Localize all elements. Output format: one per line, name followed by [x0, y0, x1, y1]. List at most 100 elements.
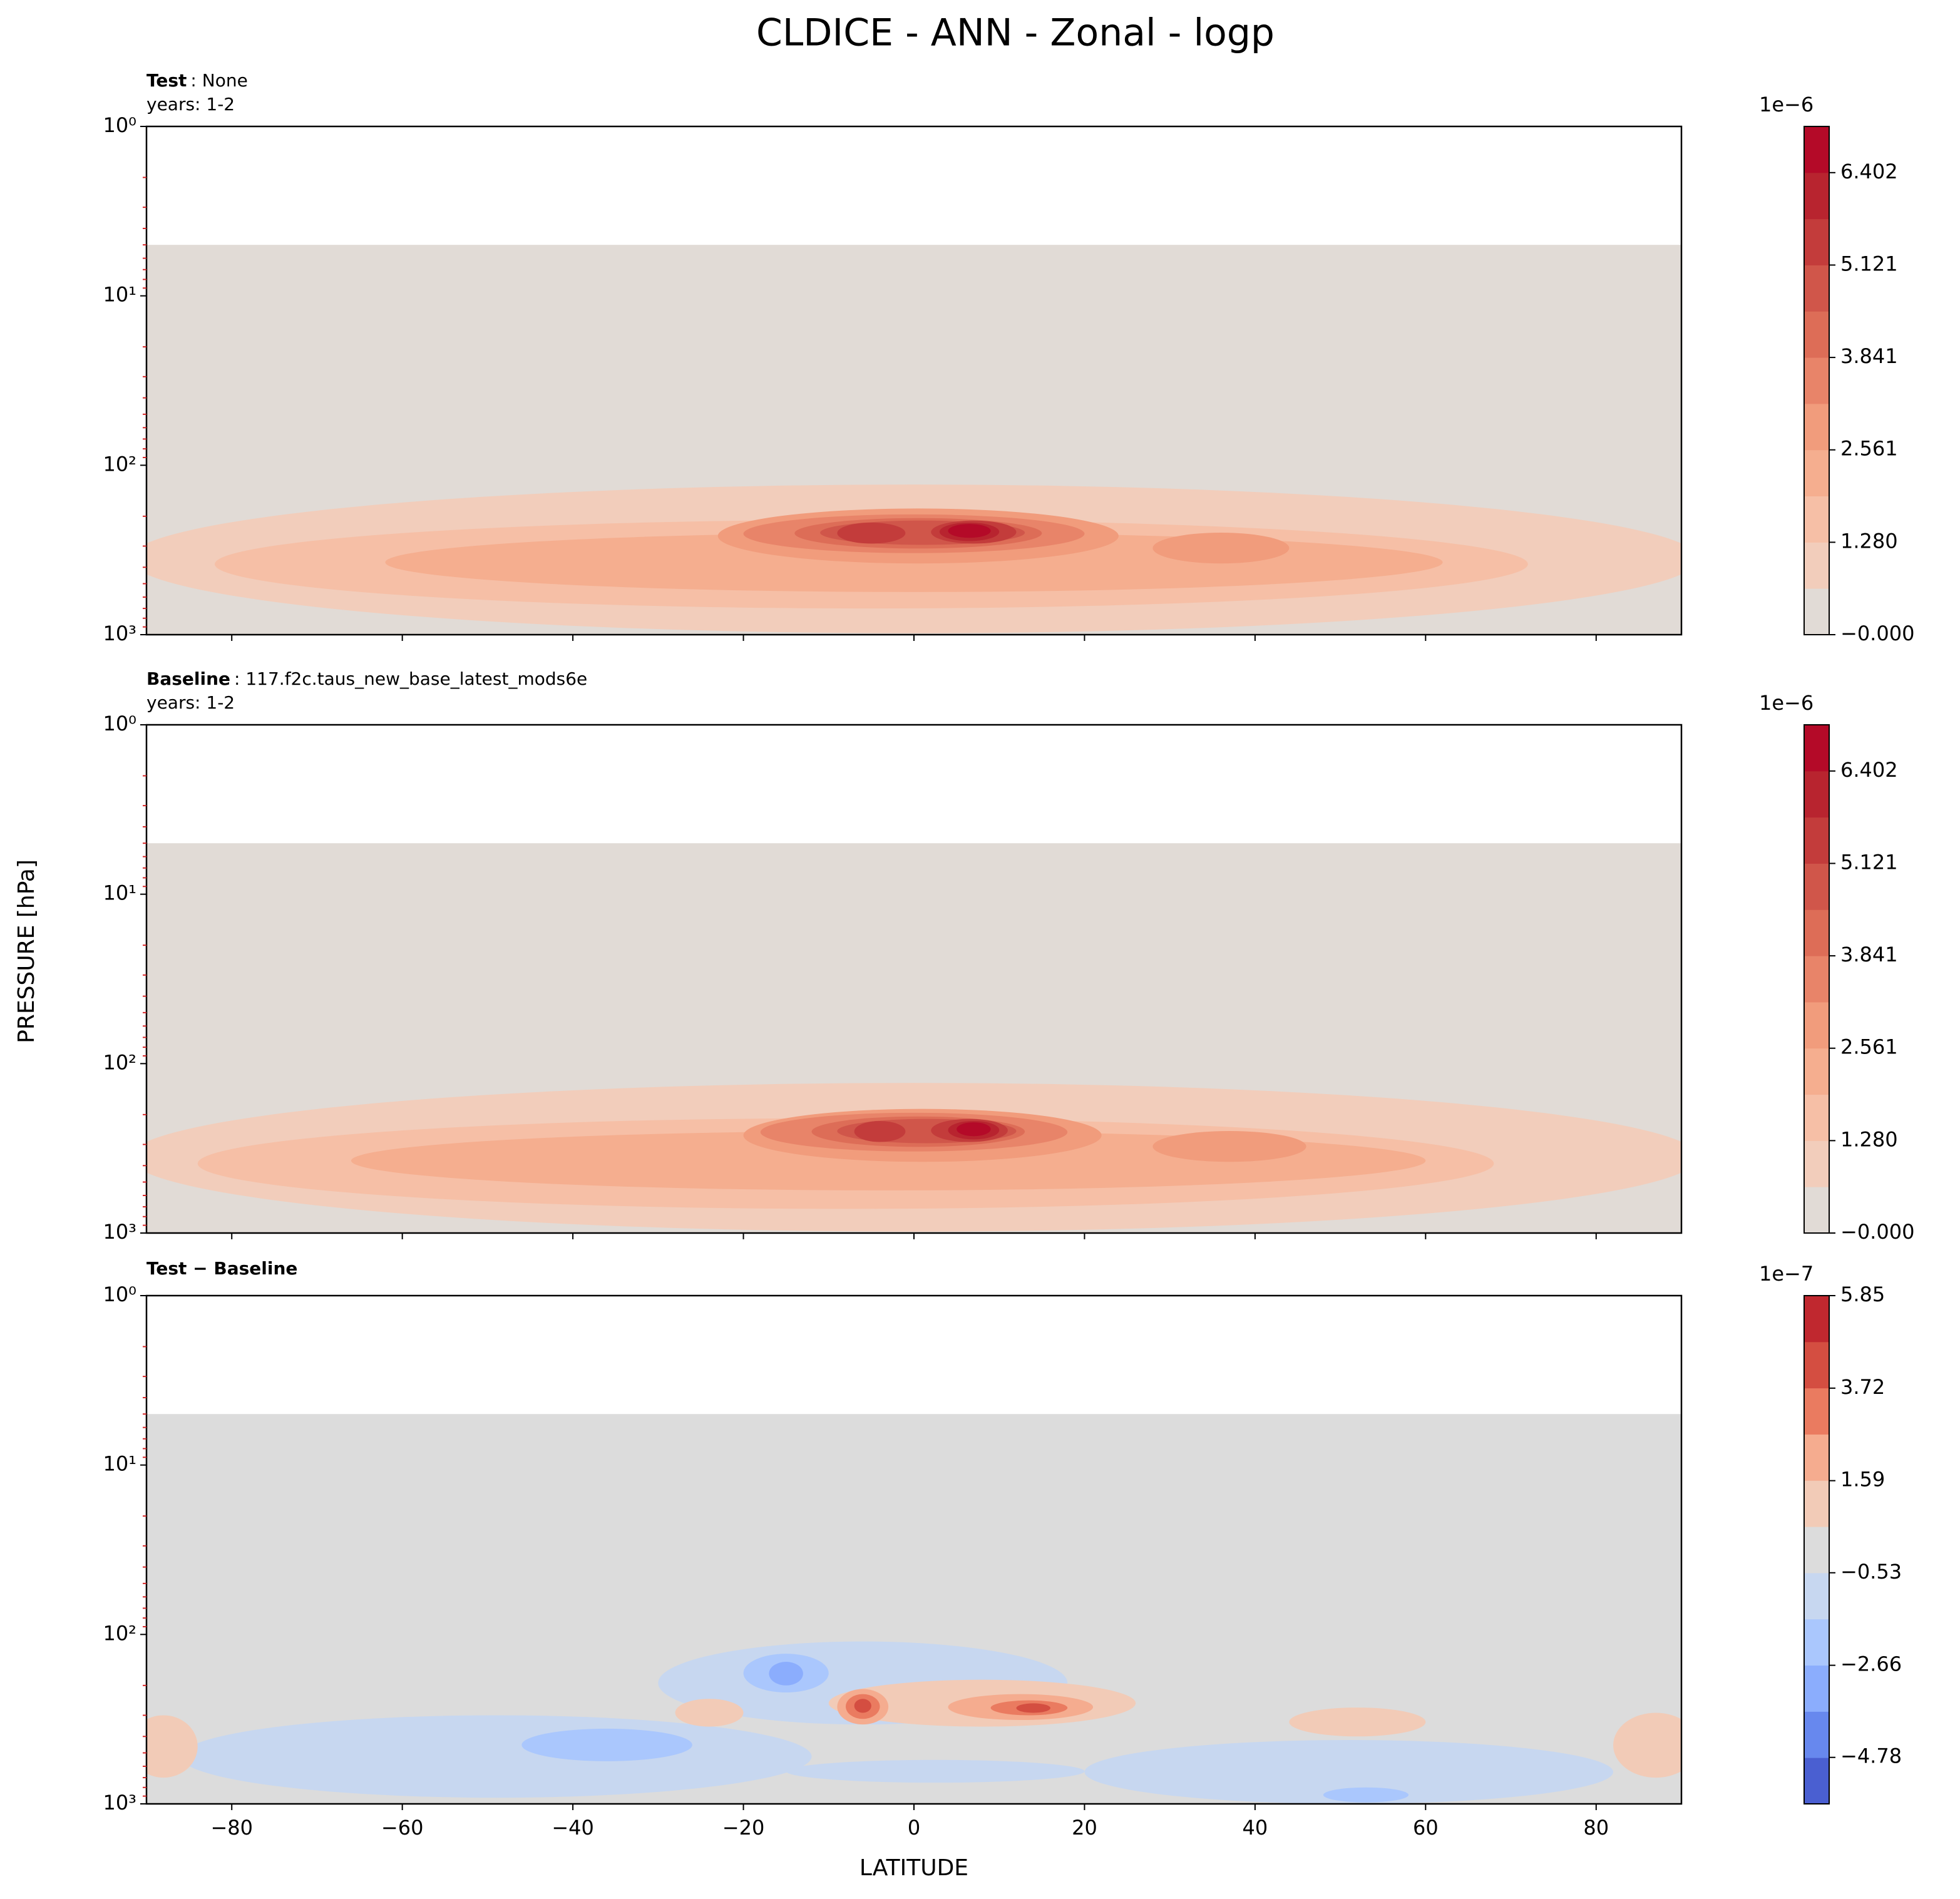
colorbar-band — [1804, 588, 1829, 635]
colorbar-band — [1804, 172, 1829, 220]
x-tick-label: −20 — [722, 1816, 765, 1840]
colorbar-band — [1804, 1758, 1829, 1804]
colorbar-tick-label: −0.000 — [1840, 622, 1914, 645]
x-tick-label: 20 — [1072, 1816, 1097, 1840]
colorbar-band — [1804, 1388, 1829, 1435]
colorbar-band — [1804, 1665, 1829, 1712]
colorbar-offset: 1e−6 — [1759, 93, 1814, 116]
x-tick-label: 40 — [1243, 1816, 1268, 1840]
y-tick-label: 10³ — [103, 1791, 136, 1815]
colorbar-band — [1804, 1619, 1829, 1666]
contour-region — [957, 1122, 991, 1137]
colorbar-band — [1804, 1527, 1829, 1574]
colorbar-tick-label: 5.121 — [1840, 850, 1898, 874]
contour-region — [521, 1728, 692, 1761]
colorbar-band — [1804, 1434, 1829, 1481]
colorbar-band — [1804, 218, 1829, 265]
contour-region — [837, 522, 906, 544]
colorbar-band — [1804, 817, 1829, 864]
colorbar-band — [1804, 496, 1829, 543]
x-axis-label: LATITUDE — [859, 1855, 968, 1881]
plot-area — [146, 843, 1681, 1233]
colorbar-band — [1804, 956, 1829, 1003]
contour-region — [1289, 1707, 1426, 1737]
colorbar-band — [1804, 725, 1829, 772]
contour-region — [146, 1715, 198, 1778]
colorbar-band — [1804, 265, 1829, 312]
colorbar-tick-label: −0.53 — [1840, 1560, 1902, 1584]
colorbar-band — [1804, 863, 1829, 910]
subtitle-bold: Test — [146, 70, 187, 91]
subtitle-text: : None — [190, 70, 247, 91]
subtitle-years: years: 1-2 — [146, 692, 235, 713]
colorbar-band — [1804, 1480, 1829, 1527]
colorbar-tick-label: −0.000 — [1840, 1220, 1914, 1244]
colorbar-band — [1804, 1711, 1829, 1758]
colorbar-offset: 1e−6 — [1759, 691, 1814, 715]
colorbar-tick-label: 3.841 — [1840, 344, 1898, 368]
y-tick-label: 10¹ — [103, 1452, 136, 1476]
contour-region — [675, 1699, 744, 1727]
colorbar-frame — [1804, 1295, 1830, 1804]
colorbar-tick-label: 6.402 — [1840, 160, 1898, 183]
y-tick-label: 10¹ — [103, 881, 136, 905]
contour-region — [1613, 1712, 1681, 1778]
colorbar-tick-label: 1.59 — [1840, 1468, 1885, 1492]
y-axis-label: PRESSURE [hPa] — [14, 859, 39, 1043]
colorbar-tick-label: −4.78 — [1840, 1744, 1902, 1768]
contour-region — [854, 1120, 906, 1142]
colorbar-tick-label: 1.280 — [1840, 529, 1898, 553]
colorbar-frame — [1804, 724, 1830, 1234]
x-tick-label: 0 — [908, 1816, 920, 1840]
colorbar-band — [1804, 357, 1829, 404]
subtitle-bold: Baseline — [146, 668, 230, 689]
subtitle: Baseline: 117.f2c.taus_new_base_latest_m… — [146, 668, 587, 689]
y-tick-label: 10² — [103, 452, 136, 476]
subtitle: Test − Baseline — [146, 1258, 297, 1279]
colorbar-band — [1804, 1341, 1829, 1389]
colorbar-tick-label: 2.561 — [1840, 437, 1898, 461]
colorbar-tick-label: 3.72 — [1840, 1375, 1885, 1399]
contour-region — [1084, 1740, 1613, 1804]
x-tick-label: −60 — [381, 1816, 424, 1840]
figure-title: CLDICE - ANN - Zonal - logp — [756, 11, 1275, 55]
colorbar-tick-label: −2.66 — [1840, 1652, 1902, 1676]
y-tick-label: 10⁰ — [103, 1282, 136, 1306]
colorbar-band — [1804, 542, 1829, 589]
x-tick-label: 80 — [1583, 1816, 1609, 1840]
colorbar-tick-label: 5.121 — [1840, 252, 1898, 275]
colorbar-tick-label: 6.402 — [1840, 758, 1898, 782]
contour-region — [1152, 1131, 1306, 1162]
colorbar-band — [1804, 1572, 1829, 1620]
contour-region — [769, 1662, 803, 1686]
colorbar-band — [1804, 1001, 1829, 1049]
x-tick-label: 60 — [1413, 1816, 1439, 1840]
colorbar-band — [1804, 1094, 1829, 1141]
subtitle: Test: None — [146, 70, 248, 91]
colorbar-tick-label: 1.280 — [1840, 1127, 1898, 1151]
colorbar-band — [1804, 1140, 1829, 1187]
colorbar-band — [1804, 909, 1829, 956]
colorbar-frame — [1804, 126, 1830, 635]
plot-area — [146, 245, 1681, 635]
y-tick-label: 10¹ — [103, 283, 136, 307]
y-tick-label: 10² — [103, 1050, 136, 1074]
y-tick-label: 10⁰ — [103, 113, 136, 137]
plot-area — [146, 1414, 1681, 1804]
contour-region — [1323, 1787, 1409, 1803]
colorbar-tick-label: 3.841 — [1840, 943, 1898, 966]
subtitle-bold: Test − Baseline — [146, 1258, 297, 1279]
x-tick-label: −80 — [210, 1816, 253, 1840]
y-tick-label: 10² — [103, 1621, 136, 1645]
contour-region — [854, 1699, 871, 1713]
contour-region — [948, 524, 991, 538]
y-tick-label: 10³ — [103, 622, 136, 645]
y-tick-label: 10³ — [103, 1220, 136, 1244]
colorbar-band — [1804, 126, 1829, 173]
subtitle-years: years: 1-2 — [146, 94, 235, 115]
contour-region — [180, 1715, 812, 1798]
colorbar-band — [1804, 1296, 1829, 1343]
colorbar-band — [1804, 403, 1829, 451]
